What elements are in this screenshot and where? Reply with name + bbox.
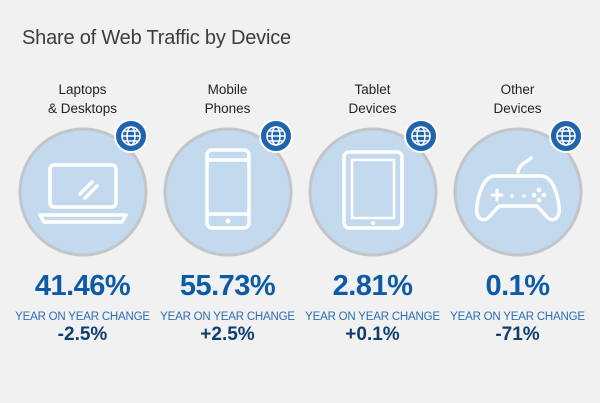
- device-laptops: Laptops & Desktops 41.46% YEAR ON YEAR C…: [10, 80, 155, 346]
- yoy-change-value: -71%: [495, 324, 540, 345]
- yoy-change-label: YEAR ON YEAR CHANGE: [160, 311, 295, 323]
- traffic-share-value: 41.46%: [34, 270, 131, 302]
- yoy-change-label: YEAR ON YEAR CHANGE: [15, 311, 150, 323]
- globe-icon: [404, 120, 438, 153]
- yoy-change-value: -2.5%: [57, 324, 108, 345]
- device-circle: [453, 120, 583, 257]
- tablet-icon: [342, 150, 404, 230]
- chart-title: Share of Web Traffic by Device: [22, 27, 291, 49]
- yoy-change-label: YEAR ON YEAR CHANGE: [305, 311, 440, 323]
- device-circle: [308, 120, 438, 257]
- device-label: Laptops & Desktops: [47, 82, 118, 116]
- device-mobile: Mobile Phones 55.73% YEAR ON YEAR CHANGE…: [155, 80, 300, 346]
- mobile-phone-icon: [205, 148, 251, 230]
- traffic-share-value: 55.73%: [179, 270, 276, 302]
- globe-icon: [114, 120, 148, 153]
- device-label: Tablet Devices: [348, 82, 397, 116]
- yoy-change-value: +2.5%: [200, 324, 255, 345]
- device-label: Mobile Phones: [204, 82, 251, 116]
- device-label: Other Devices: [493, 82, 542, 116]
- globe-icon: [259, 120, 293, 153]
- device-circle: [163, 120, 293, 257]
- device-circle: [18, 120, 148, 257]
- game-controller-icon: [474, 156, 562, 222]
- yoy-change-label: YEAR ON YEAR CHANGE: [450, 311, 585, 323]
- yoy-change-value: +0.1%: [345, 324, 400, 345]
- globe-icon: [549, 120, 583, 153]
- device-tablet: Tablet Devices 2.81% YEAR ON YEAR CHANGE…: [300, 80, 445, 346]
- laptop-icon: [38, 163, 128, 224]
- device-other: Other Devices: [445, 80, 590, 346]
- traffic-share-value: 2.81%: [332, 270, 413, 302]
- traffic-share-value: 0.1%: [485, 270, 550, 302]
